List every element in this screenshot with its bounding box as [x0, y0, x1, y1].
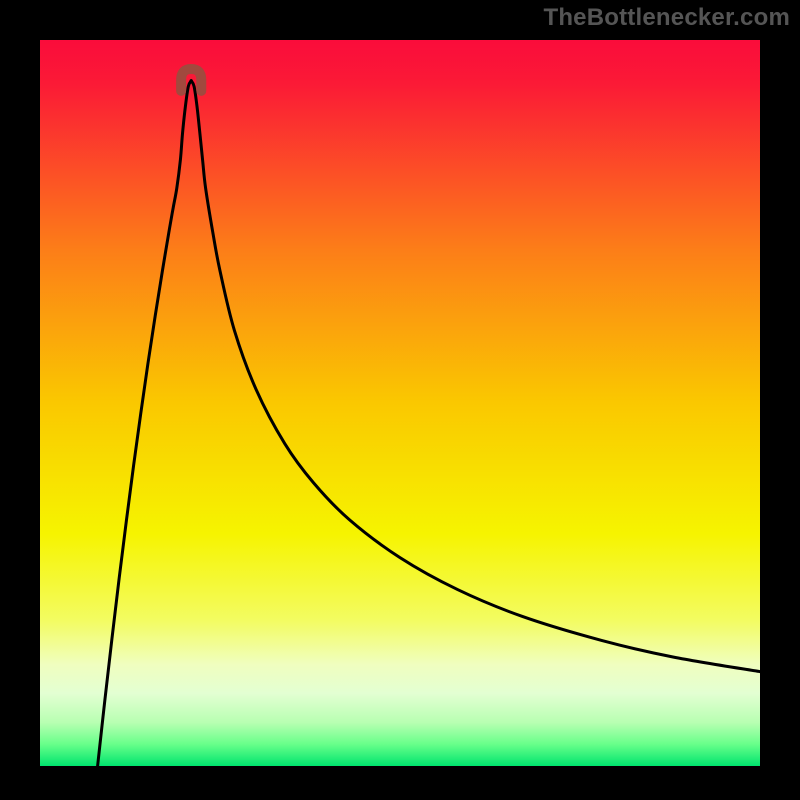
bottleneck-chart: [0, 0, 800, 800]
gradient-background: [40, 40, 760, 766]
watermark-text: TheBottlenecker.com: [543, 4, 790, 32]
chart-container: TheBottlenecker.com: [0, 0, 800, 800]
